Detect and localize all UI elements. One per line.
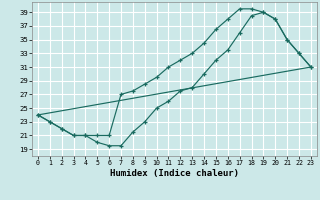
X-axis label: Humidex (Indice chaleur): Humidex (Indice chaleur): [110, 169, 239, 178]
